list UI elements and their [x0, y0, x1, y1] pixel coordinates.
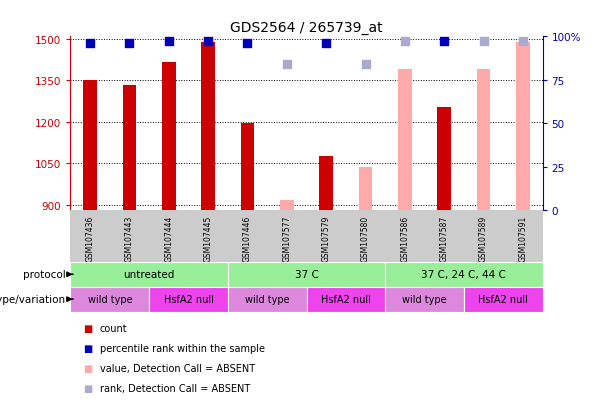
Bar — [385, 287, 464, 312]
Bar — [228, 262, 385, 287]
Point — [85, 41, 95, 47]
Point — [282, 62, 292, 68]
Text: percentile rank within the sample: percentile rank within the sample — [100, 343, 265, 353]
Point — [124, 41, 134, 47]
Point — [360, 62, 370, 68]
Text: GSM107443: GSM107443 — [125, 215, 134, 261]
Text: ■: ■ — [83, 383, 92, 393]
Text: HsfA2 null: HsfA2 null — [321, 294, 371, 304]
Bar — [201, 43, 215, 211]
Title: GDS2564 / 265739_at: GDS2564 / 265739_at — [230, 21, 383, 35]
Bar — [464, 287, 543, 312]
Text: GSM107446: GSM107446 — [243, 215, 252, 261]
Text: 37 C, 24 C, 44 C: 37 C, 24 C, 44 C — [421, 270, 506, 280]
Text: GSM107579: GSM107579 — [322, 215, 330, 261]
Text: ■: ■ — [83, 323, 92, 333]
Text: genotype/variation: genotype/variation — [0, 294, 66, 304]
Text: GSM107445: GSM107445 — [204, 215, 213, 261]
Text: GSM107587: GSM107587 — [440, 215, 449, 261]
Text: value, Detection Call = ABSENT: value, Detection Call = ABSENT — [100, 363, 255, 373]
Text: ■: ■ — [83, 343, 92, 353]
Point — [400, 39, 409, 46]
Bar — [477, 70, 490, 211]
Text: 37 C: 37 C — [295, 270, 318, 280]
Text: GSM107577: GSM107577 — [283, 215, 291, 261]
Point — [518, 39, 528, 46]
Text: count: count — [100, 323, 128, 333]
Bar — [83, 81, 97, 211]
Bar — [359, 168, 372, 211]
Bar — [437, 107, 451, 211]
Bar — [398, 70, 412, 211]
Point — [321, 41, 331, 47]
Point — [243, 41, 253, 47]
Text: ■: ■ — [83, 363, 92, 373]
Bar — [280, 201, 294, 211]
Bar — [70, 287, 149, 312]
Text: HsfA2 null: HsfA2 null — [478, 294, 528, 304]
Text: untreated: untreated — [123, 270, 175, 280]
Bar — [516, 43, 530, 211]
Point — [479, 39, 489, 46]
Text: GSM107436: GSM107436 — [86, 215, 94, 261]
Text: GSM107580: GSM107580 — [361, 215, 370, 261]
Text: rank, Detection Call = ABSENT: rank, Detection Call = ABSENT — [100, 383, 250, 393]
Bar — [70, 262, 228, 287]
Text: GSM107444: GSM107444 — [164, 215, 173, 261]
Bar — [162, 63, 176, 211]
Bar — [319, 157, 333, 211]
Text: GSM107589: GSM107589 — [479, 215, 488, 261]
Text: HsfA2 null: HsfA2 null — [164, 294, 213, 304]
Text: protocol: protocol — [23, 270, 66, 280]
Bar — [241, 124, 254, 211]
Text: GSM107591: GSM107591 — [519, 215, 527, 261]
Point — [164, 39, 173, 46]
Text: wild type: wild type — [402, 294, 447, 304]
Bar — [123, 85, 136, 211]
Bar — [306, 287, 385, 312]
Text: wild type: wild type — [88, 294, 132, 304]
Bar — [228, 287, 306, 312]
Bar — [385, 262, 543, 287]
Text: wild type: wild type — [245, 294, 289, 304]
Bar — [149, 287, 228, 312]
Point — [204, 39, 213, 46]
Point — [440, 39, 449, 46]
Text: GSM107586: GSM107586 — [400, 215, 409, 261]
